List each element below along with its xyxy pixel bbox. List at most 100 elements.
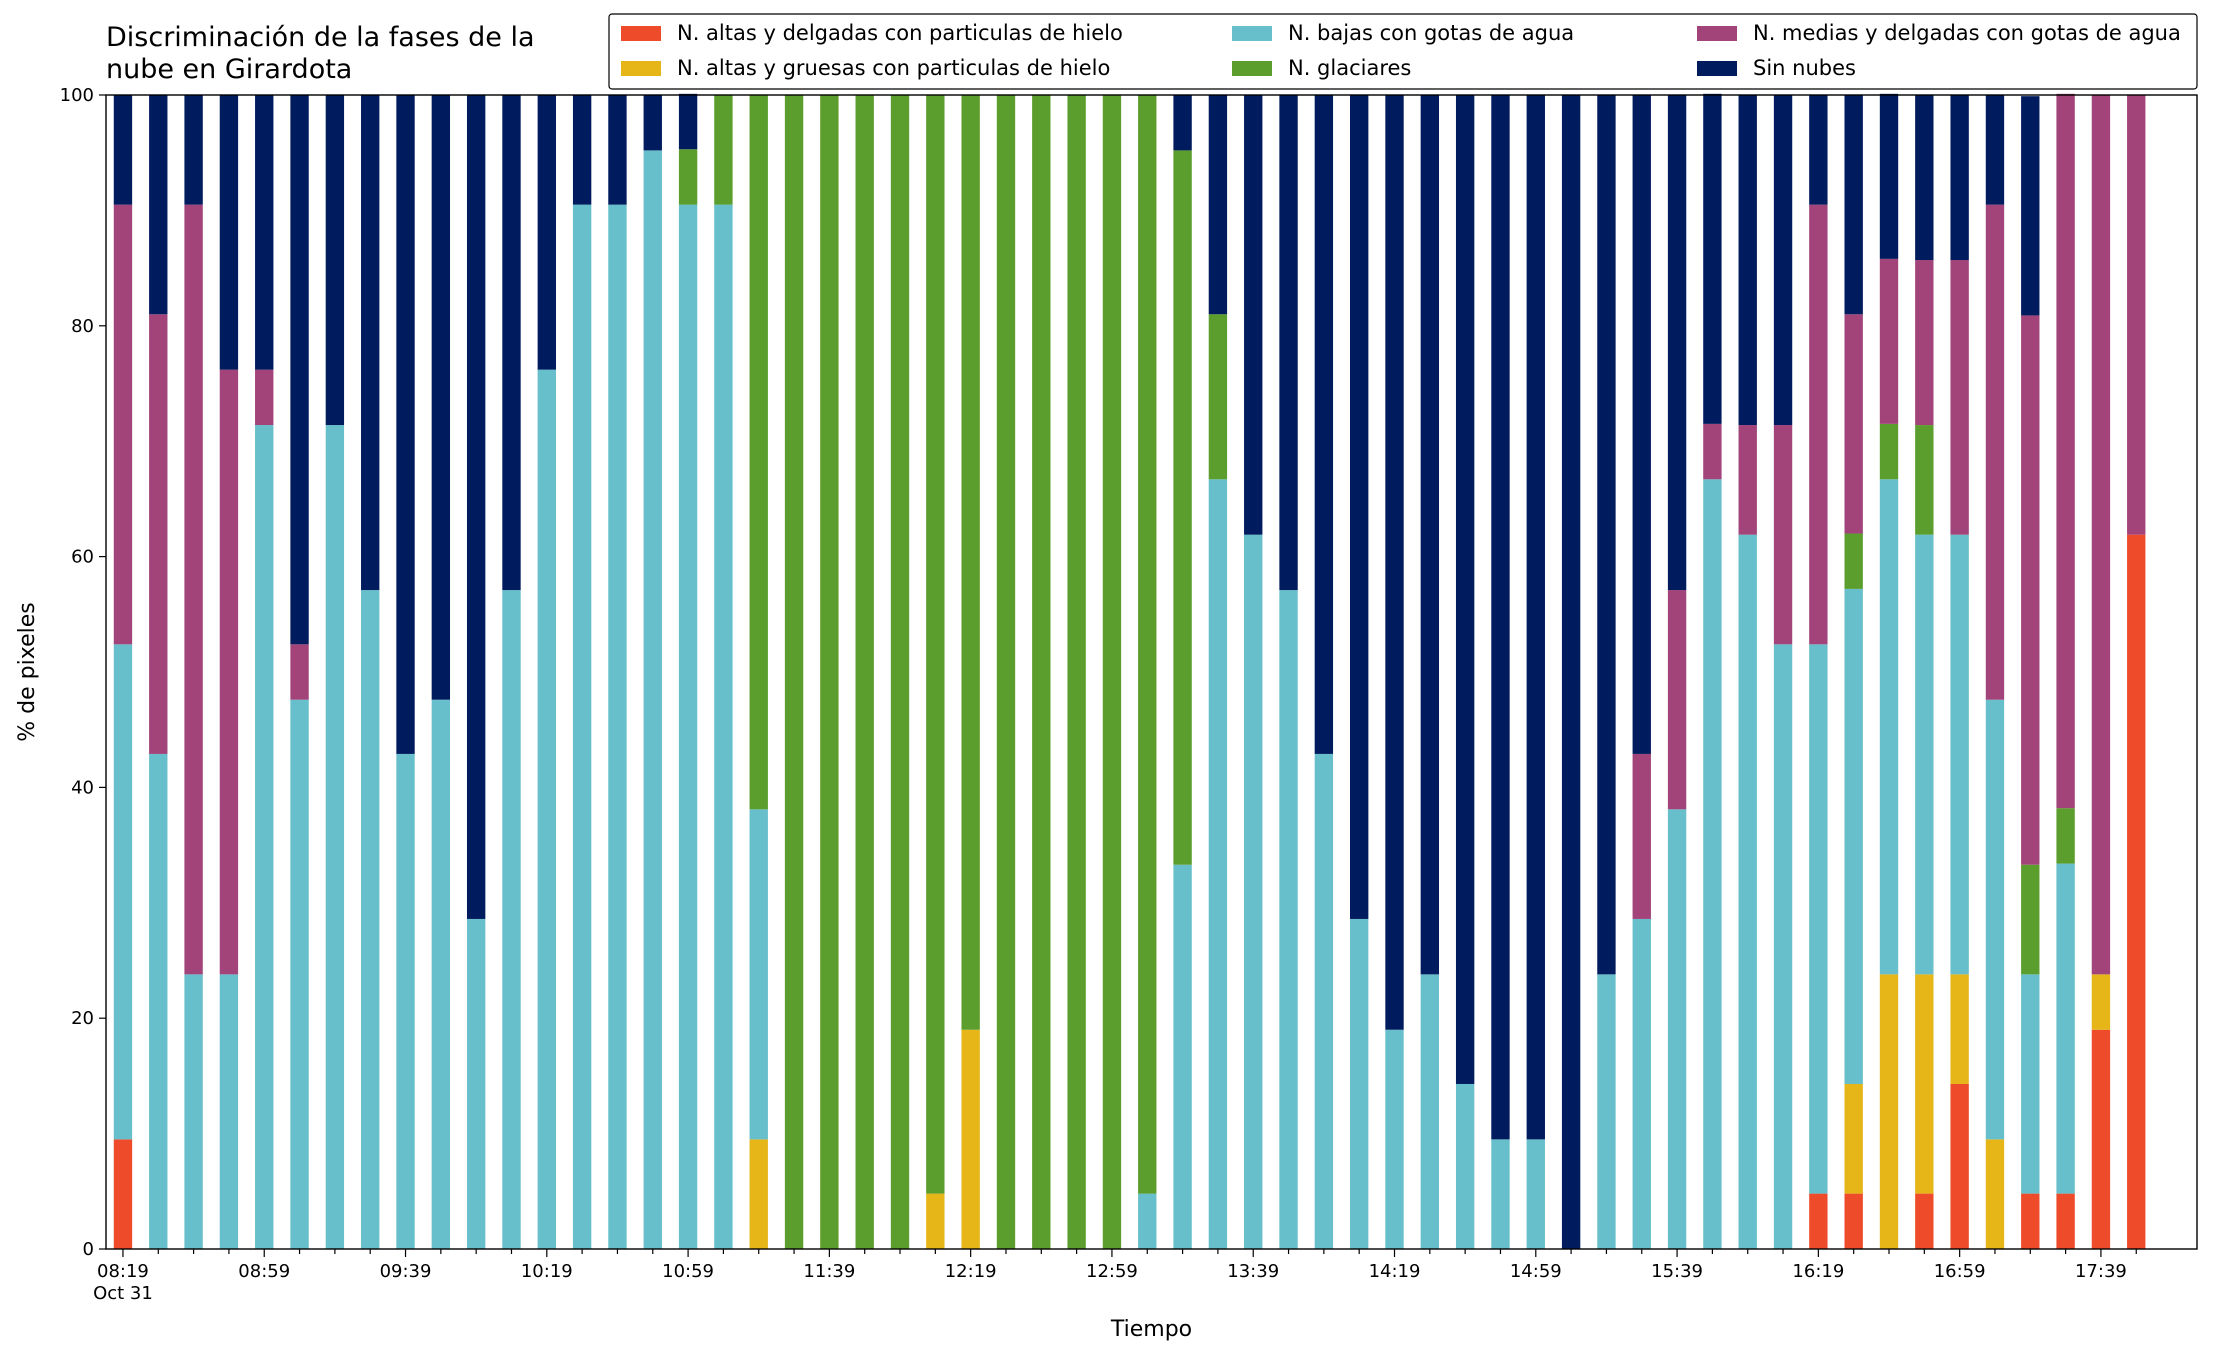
bar-segment: [1526, 95, 1545, 1140]
bar-segment: [1915, 534, 1934, 975]
bar-segment: [1703, 423, 1722, 480]
bar-segment: [890, 95, 910, 1249]
bar-segment: [1138, 95, 1157, 1194]
bar-segment: [926, 1193, 945, 1249]
bar-segment: [1703, 93, 1722, 424]
bar-segment: [1703, 479, 1722, 1250]
y-axis-label: % de pixeles: [15, 602, 40, 741]
bar-segment: [1632, 753, 1651, 919]
bar-segment: [1244, 534, 1263, 1249]
x-axis-label: Tiempo: [1110, 1317, 1192, 1342]
x-tick-label: 16:19: [1792, 1261, 1844, 1282]
x-tick-label: 14:19: [1369, 1261, 1421, 1282]
bar-segment: [2127, 534, 2146, 1249]
bar-segment: [678, 149, 698, 205]
bar-segment: [502, 95, 521, 591]
bar-segment: [1844, 95, 1863, 315]
bar-segment: [290, 95, 309, 645]
legend-box: [608, 13, 2198, 90]
bar-segment: [1844, 1193, 1863, 1249]
bar-segment: [1102, 95, 1122, 1249]
bar-segment: [961, 95, 980, 1030]
bar-segment: [1208, 95, 1228, 315]
bar-segment: [2056, 808, 2075, 864]
bar-segment: [255, 425, 274, 1249]
bar-segment: [2021, 96, 2040, 316]
bar-segment: [1809, 644, 1828, 1194]
bar-segment: [537, 95, 556, 370]
bar-segment: [184, 974, 203, 1249]
bar-segment: [1985, 204, 2005, 700]
bar-segment: [431, 699, 451, 1249]
plot-frame: [105, 94, 2198, 1250]
bar-segment: [431, 95, 451, 700]
x-tick-label: 11:39: [803, 1261, 855, 1282]
bar-segment: [1632, 95, 1651, 754]
bar-segment: [1915, 1193, 1934, 1249]
bar-segment: [1985, 1139, 2005, 1249]
bar-segment: [466, 918, 486, 1249]
bar-segment: [1455, 1083, 1475, 1249]
bar-segment: [1173, 150, 1192, 865]
bar-segment: [1985, 95, 2005, 205]
bar-segment: [1279, 95, 1298, 591]
bar-segment: [1915, 425, 1934, 535]
bar-segment: [1915, 95, 1934, 261]
x-tick-label: 08:59: [238, 1261, 290, 1282]
chart-title: Discriminación de la fases de la nube en…: [106, 22, 535, 85]
x-tick-label: 13:39: [1227, 1261, 1279, 1282]
bar-segment: [1420, 95, 1440, 975]
bar-segment: [1773, 644, 1793, 1249]
x-tick-label: 16:59: [1934, 1261, 1986, 1282]
bar-segment: [1879, 258, 1899, 424]
bar-segment: [1632, 918, 1651, 1249]
bar-segment: [2021, 315, 2040, 865]
bar-segment: [1350, 918, 1369, 1249]
bar-segment: [1667, 809, 1687, 1249]
bar-segment: [255, 369, 274, 426]
bar-segment: [1491, 1139, 1510, 1249]
bar-segment: [1879, 974, 1899, 1249]
bar-segment: [2056, 1193, 2075, 1249]
x-date-label: Oct 31: [93, 1283, 153, 1304]
bar-segment: [1879, 423, 1899, 480]
bar-segment: [537, 369, 556, 1250]
bar-segment: [749, 95, 768, 810]
x-tick-label: 12:19: [945, 1261, 997, 1282]
bar-segment: [396, 753, 415, 1249]
bar-segment: [1667, 95, 1687, 591]
bar-segment: [219, 974, 239, 1249]
bar-segment: [502, 590, 521, 1249]
bar-segment: [1738, 425, 1757, 535]
bar-segment: [1738, 95, 1757, 426]
y-tick-label: 20: [71, 1008, 94, 1029]
bar-segment: [1279, 590, 1298, 1249]
bar-segment: [678, 93, 698, 150]
bar-segment: [149, 314, 168, 754]
bar-segment: [1809, 95, 1828, 205]
y-tick-label: 100: [60, 85, 94, 106]
bar-segment: [219, 95, 239, 370]
bar-segment: [1738, 534, 1757, 1249]
bar-segment: [749, 1139, 768, 1249]
legend-swatch: [1697, 61, 1737, 76]
bar-segment: [113, 644, 133, 1140]
x-tick-label: 10:19: [521, 1261, 573, 1282]
bar-segment: [325, 425, 345, 1249]
bar-segment: [1844, 533, 1863, 589]
bar-segment: [2127, 95, 2146, 535]
bar-segment: [1067, 95, 1086, 1249]
bar-segment: [2021, 974, 2040, 1194]
bar-segment: [219, 369, 239, 975]
legend-swatch: [621, 26, 661, 41]
bar-segment: [1314, 753, 1334, 1249]
bar-segment: [361, 590, 380, 1249]
legend-label: Sin nubes: [1753, 56, 1856, 80]
bar-segment: [1809, 204, 1828, 645]
legend-label: N. medias y delgadas con gotas de agua: [1753, 21, 2181, 45]
bar-segment: [784, 95, 804, 1249]
bar-segment: [1915, 974, 1934, 1194]
bar-segment: [714, 204, 733, 1249]
x-tick-label: 15:39: [1651, 1261, 1703, 1282]
bar-segment: [2091, 974, 2111, 1030]
